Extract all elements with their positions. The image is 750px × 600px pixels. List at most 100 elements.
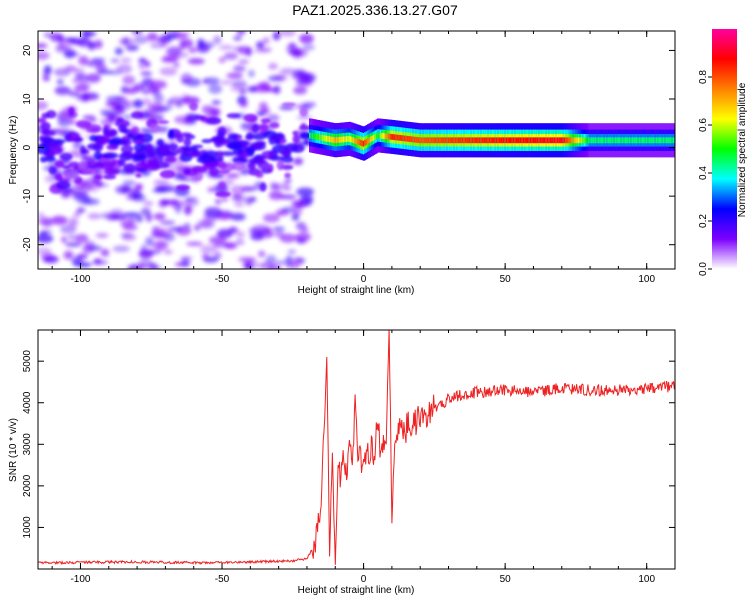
- heatmap-cell: [272, 85, 281, 94]
- heatmap-cell: [114, 119, 130, 128]
- heatmap-cell: [281, 180, 290, 191]
- heatmap-cell: [433, 137, 437, 144]
- heatmap-cell: [299, 226, 309, 233]
- heatmap-cell: [559, 137, 563, 144]
- heatmap-cell: [251, 133, 267, 140]
- heatmap-cell: [389, 133, 393, 140]
- spectrogram-y-tick-label: 20: [22, 44, 33, 56]
- heatmap-cell: [410, 136, 414, 143]
- heatmap-cell: [184, 134, 196, 140]
- heatmap-cell: [511, 137, 515, 144]
- heatmap-cell: [661, 137, 665, 144]
- heatmap-cell: [501, 137, 505, 144]
- heatmap-cell: [218, 57, 226, 63]
- heatmap-cell: [122, 114, 133, 120]
- heatmap-cell: [70, 40, 83, 45]
- heatmap-cell: [102, 152, 119, 160]
- heatmap-cell: [106, 95, 124, 102]
- heatmap-cell: [75, 233, 89, 243]
- heatmap-cell: [518, 137, 522, 144]
- colorbar-tick-label: 0.0: [698, 262, 709, 276]
- heatmap-cell: [456, 137, 459, 144]
- heatmap-cell: [56, 79, 64, 85]
- heatmap-cell: [232, 46, 245, 52]
- heatmap-cell: [507, 137, 510, 144]
- heatmap-cell: [154, 161, 170, 169]
- heatmap-cell: [323, 135, 326, 142]
- heatmap-cell: [355, 138, 359, 145]
- heatmap-cell: [248, 227, 258, 234]
- heatmap-cell: [483, 137, 486, 144]
- heatmap-cell: [393, 134, 397, 141]
- heatmap-cell: [110, 209, 124, 214]
- heatmap-cell: [232, 157, 248, 164]
- heatmap-cell: [175, 32, 187, 41]
- heatmap-cell: [359, 139, 363, 146]
- heatmap-cell: [593, 137, 597, 144]
- heatmap-cell: [668, 137, 672, 144]
- spectrogram-x-tick-label: 0: [361, 274, 367, 285]
- heatmap-cell: [221, 197, 229, 202]
- heatmap-cell: [466, 137, 469, 144]
- snr-y-tick-label: 4000: [22, 391, 33, 414]
- heatmap-cell: [293, 86, 308, 95]
- heatmap-cell: [257, 160, 269, 170]
- heatmap-cell: [226, 72, 243, 79]
- heatmap-cell: [628, 137, 632, 144]
- heatmap-cell: [179, 153, 193, 162]
- heatmap-cell: [38, 212, 45, 218]
- heatmap-cell: [310, 132, 314, 139]
- heatmap-cell: [422, 137, 425, 144]
- heatmap-cell: [172, 61, 180, 68]
- heatmap-cell: [320, 134, 323, 141]
- heatmap-cell: [485, 137, 489, 144]
- heatmap-cell: [558, 137, 561, 144]
- heatmap-cell: [443, 137, 447, 144]
- heatmap-cell: [43, 32, 52, 38]
- heatmap-cell: [204, 207, 222, 217]
- heatmap-cell: [45, 110, 57, 119]
- heatmap-cell: [218, 44, 234, 50]
- heatmap-cell: [238, 256, 257, 262]
- heatmap-cell: [299, 131, 312, 140]
- snr-x-tick-label: -100: [70, 574, 90, 585]
- heatmap-cell: [569, 137, 573, 144]
- heatmap-cell: [318, 134, 322, 141]
- snr-panel: -100 -50 0 50 100 1000 2000 3000 4000 5000 Height…: [8, 329, 676, 596]
- heatmap-cell: [208, 84, 223, 94]
- heatmap-cell: [181, 257, 190, 267]
- heatmap-cell: [440, 137, 444, 144]
- heatmap-cell: [515, 137, 519, 144]
- heatmap-cell: [136, 215, 144, 223]
- heatmap-cell: [372, 134, 376, 141]
- heatmap-cell: [44, 156, 56, 162]
- heatmap-cell: [555, 137, 558, 144]
- heatmap-cell: [316, 133, 319, 140]
- heatmap-cell: [87, 41, 96, 51]
- heatmap-cell: [268, 62, 278, 70]
- heatmap-cell: [342, 136, 346, 143]
- heatmap-cell: [487, 137, 490, 144]
- heatmap-cell: [275, 260, 287, 265]
- heatmap-cell: [563, 137, 567, 144]
- heatmap-cell: [189, 102, 199, 111]
- heatmap-cell: [180, 38, 194, 48]
- heatmap-cell: [514, 137, 517, 144]
- heatmap-cell: [238, 59, 250, 64]
- heatmap-cell: [494, 137, 498, 144]
- heatmap-cell: [335, 137, 339, 144]
- heatmap-cell: [261, 150, 276, 160]
- heatmap-cell: [633, 137, 636, 144]
- heatmap-cell: [399, 134, 403, 141]
- heatmap-cell: [403, 135, 407, 142]
- heatmap-cell: [59, 152, 73, 161]
- heatmap-cell: [427, 137, 431, 144]
- heatmap-cell: [255, 41, 265, 49]
- heatmap-cell: [416, 137, 420, 143]
- colorbar-tick-label: 0.8: [698, 70, 709, 84]
- heatmap-cell: [345, 136, 349, 143]
- heatmap-cell: [122, 180, 136, 186]
- heatmap-cell: [122, 223, 138, 231]
- heatmap-cell: [76, 93, 86, 99]
